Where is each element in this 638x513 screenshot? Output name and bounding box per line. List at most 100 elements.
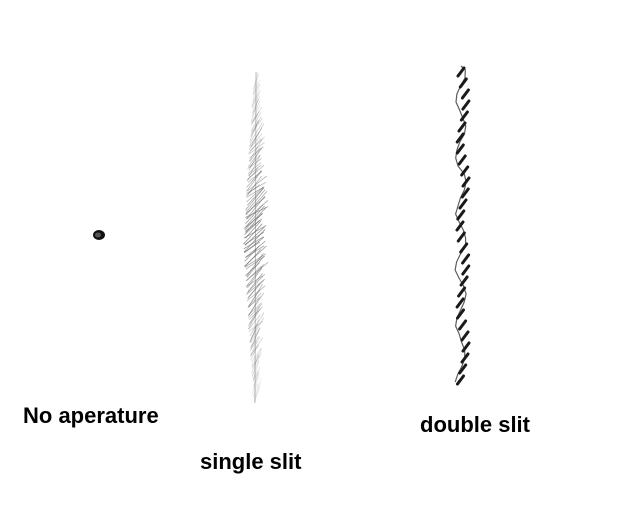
hatch-stroke bbox=[249, 323, 259, 343]
hatch-stroke bbox=[252, 73, 259, 91]
hatch-stroke bbox=[252, 94, 260, 110]
hatch-stroke bbox=[251, 83, 261, 108]
hatch-stroke bbox=[246, 181, 266, 194]
hatch-stroke bbox=[246, 187, 264, 206]
hatch-stroke bbox=[243, 229, 266, 253]
no-aperture-dot bbox=[93, 230, 105, 240]
fringe-dash bbox=[458, 363, 468, 375]
hatch-stroke bbox=[250, 345, 259, 361]
hatch-stroke bbox=[252, 79, 261, 94]
hatch-stroke bbox=[246, 285, 266, 302]
hatch-stroke bbox=[253, 375, 259, 397]
hatch-stroke bbox=[245, 240, 266, 258]
hatch-stroke bbox=[247, 170, 263, 183]
hatch-stroke bbox=[246, 186, 264, 198]
hatch-stroke bbox=[247, 164, 265, 180]
hatch-stroke bbox=[250, 327, 261, 344]
hatch-stroke bbox=[247, 280, 264, 298]
hatch-stroke bbox=[250, 120, 260, 137]
hatch-stroke bbox=[248, 304, 262, 318]
hatch-stroke bbox=[245, 205, 265, 228]
hatch-stroke bbox=[252, 366, 261, 379]
hatch-stroke bbox=[251, 89, 261, 106]
hatch-stroke bbox=[248, 131, 260, 147]
hatch-stroke bbox=[247, 296, 261, 308]
hatch-stroke bbox=[250, 123, 265, 147]
hatch-stroke bbox=[245, 265, 262, 282]
hatch-stroke bbox=[253, 83, 260, 95]
hatch-stroke bbox=[251, 348, 263, 367]
hatch-stroke bbox=[248, 147, 261, 171]
hatch-stroke bbox=[250, 113, 259, 126]
hatch-stroke bbox=[249, 319, 260, 343]
hatch-stroke bbox=[248, 146, 264, 159]
hatch-stroke bbox=[246, 168, 259, 182]
hatch-stroke bbox=[243, 223, 263, 245]
hatch-stroke bbox=[246, 170, 262, 188]
hatch-stroke bbox=[249, 136, 265, 151]
hatch-stroke bbox=[248, 154, 260, 168]
hatch-stroke bbox=[252, 373, 260, 390]
hatch-stroke bbox=[252, 369, 261, 381]
hatch-stroke bbox=[254, 377, 262, 399]
hatch-stroke bbox=[247, 310, 259, 330]
hatch-stroke bbox=[249, 142, 265, 155]
fringe-dash bbox=[459, 242, 469, 254]
hatch-stroke bbox=[244, 241, 260, 253]
hatch-stroke bbox=[251, 354, 259, 378]
fringe-dash bbox=[461, 341, 471, 353]
hatch-stroke bbox=[248, 139, 263, 162]
hatch-stroke bbox=[244, 245, 260, 262]
hatch-stroke bbox=[250, 344, 260, 357]
fringe-dash bbox=[457, 286, 467, 298]
hatch-stroke bbox=[247, 158, 262, 170]
fringe-spine-line bbox=[454, 65, 467, 383]
hatch-stroke bbox=[250, 347, 262, 363]
hatch-stroke bbox=[246, 200, 269, 220]
fringe-dash bbox=[455, 132, 465, 144]
hatch-stroke bbox=[249, 120, 259, 141]
fringe-dash bbox=[458, 319, 468, 331]
hatch-stroke bbox=[252, 360, 260, 381]
fringe-dash bbox=[460, 352, 470, 364]
fringe-dash bbox=[457, 121, 467, 133]
hatch-stroke bbox=[252, 73, 259, 96]
hatch-stroke bbox=[247, 308, 261, 327]
hatch-stroke bbox=[252, 382, 259, 398]
hatch-stroke bbox=[247, 175, 267, 192]
hatch-stroke bbox=[252, 371, 260, 383]
fringe-dash bbox=[456, 209, 466, 221]
hatch-stroke bbox=[251, 91, 260, 108]
hatch-stroke bbox=[244, 219, 261, 235]
hatch-stroke bbox=[248, 133, 263, 150]
hatch-stroke bbox=[246, 170, 262, 192]
double-slit-label: double slit bbox=[420, 412, 530, 437]
hatch-stroke bbox=[249, 336, 261, 352]
hatch-stroke bbox=[252, 81, 259, 101]
fringe-dash bbox=[460, 165, 470, 177]
hatch-stroke bbox=[248, 138, 262, 154]
fringe-dash bbox=[461, 264, 471, 276]
hatch-stroke bbox=[248, 302, 263, 316]
dot-center-mark bbox=[95, 232, 101, 238]
hatch-stroke bbox=[247, 292, 265, 317]
hatch-stroke bbox=[246, 278, 265, 295]
hatch-stroke bbox=[245, 255, 266, 270]
hatch-stroke bbox=[246, 267, 263, 289]
hatch-stroke bbox=[247, 162, 261, 174]
hatch-stroke bbox=[252, 95, 261, 113]
fringe-dash bbox=[459, 110, 469, 122]
hatch-stroke bbox=[248, 306, 260, 325]
no-aperture-label: No aperature bbox=[23, 403, 159, 428]
fringe-dash bbox=[461, 99, 471, 111]
fringe-dash bbox=[456, 66, 466, 78]
hatch-stroke bbox=[247, 175, 262, 196]
hatch-stroke bbox=[247, 164, 262, 176]
hatch-stroke bbox=[249, 312, 265, 337]
hatch-stroke bbox=[246, 275, 264, 294]
hatch-stroke bbox=[245, 245, 265, 258]
hatch-stroke bbox=[244, 249, 262, 268]
hatch-stroke bbox=[245, 187, 265, 211]
hatch-stroke bbox=[248, 306, 263, 320]
